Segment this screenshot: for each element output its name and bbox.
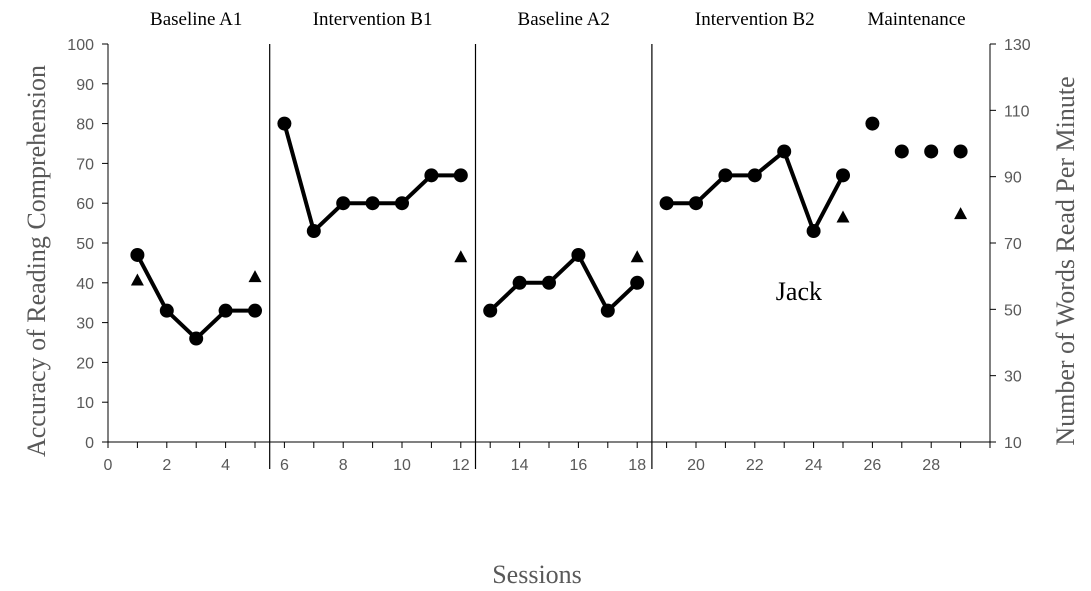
series-layer <box>130 116 968 346</box>
accuracy-line-segment <box>135 254 255 341</box>
accuracy-point <box>836 168 850 183</box>
x-tick-label: 16 <box>570 457 588 474</box>
student-name-annotation: Jack <box>776 277 822 306</box>
phase-label: Maintenance <box>867 9 965 30</box>
phase-layer <box>269 44 653 469</box>
accuracy-point <box>777 144 792 159</box>
x-axis-title: Sessions <box>492 560 582 589</box>
x-tick-label: 24 <box>805 457 823 474</box>
accuracy-point <box>600 303 615 318</box>
accuracy-point <box>806 224 821 239</box>
words-per-minute-point <box>454 250 468 263</box>
accuracy-point <box>630 275 645 290</box>
accuracy-point <box>248 303 262 318</box>
y-left-tick-label: 20 <box>76 355 94 372</box>
y-right-tick-label: 50 <box>1004 302 1022 319</box>
y-left-tick-label: 40 <box>76 276 94 293</box>
phase-label: Baseline A1 <box>150 9 242 30</box>
accuracy-line-segment <box>488 252 639 313</box>
accuracy-point <box>512 275 527 290</box>
x-tick-label: 12 <box>452 457 470 474</box>
axes-layer <box>102 43 996 448</box>
accuracy-point <box>365 196 380 211</box>
accuracy-point <box>747 168 762 183</box>
x-tick-label: 14 <box>511 457 529 474</box>
y-right-tick-label: 30 <box>1004 369 1022 386</box>
accuracy-point <box>306 224 321 239</box>
x-tick-label: 8 <box>339 457 348 474</box>
accuracy-point <box>542 275 556 290</box>
x-tick-label: 28 <box>922 457 940 474</box>
accuracy-point <box>189 331 204 346</box>
y-left-tick-label: 0 <box>85 435 94 452</box>
accuracy-point <box>953 144 968 159</box>
y-right-tick-label: 130 <box>1004 37 1031 54</box>
accuracy-point <box>865 116 880 131</box>
phase-label: Intervention B1 <box>313 9 433 30</box>
words-per-minute-point <box>954 207 968 220</box>
accuracy-point <box>218 303 233 318</box>
accuracy-point <box>571 247 586 262</box>
text-layer: 0 10 20 30 40 50 60 70 80 90 100 10 30 50 70 90 110 130 0 2… <box>22 9 1080 589</box>
y-left-axis-title: Accuracy of Reading Comprehension <box>22 65 51 457</box>
y-left-tick-label: 90 <box>76 77 94 94</box>
accuracy-point <box>689 196 703 211</box>
accuracy-point <box>894 144 909 159</box>
x-tick-label: 0 <box>104 457 113 474</box>
words-per-minute-point <box>630 250 644 263</box>
phase-label: Baseline A2 <box>518 9 610 30</box>
accuracy-line-segment <box>666 149 845 234</box>
y-left-tick-label: 30 <box>76 316 94 333</box>
x-tick-label: 26 <box>864 457 882 474</box>
y-right-tick-label: 90 <box>1004 170 1022 187</box>
x-tick-label: 22 <box>746 457 764 474</box>
y-left-tick-label: 10 <box>76 395 94 412</box>
phase-label: Intervention B2 <box>695 9 815 30</box>
words-per-minute-point <box>248 270 262 283</box>
accuracy-point <box>159 303 174 318</box>
x-tick-label: 18 <box>628 457 646 474</box>
accuracy-point <box>277 116 292 131</box>
y-left-tick-label: 80 <box>76 117 94 134</box>
accuracy-point <box>395 196 409 211</box>
accuracy-point <box>659 196 674 211</box>
y-right-tick-label: 10 <box>1004 435 1022 452</box>
y-right-axis-title: Number of Words Read Per Minute <box>1051 76 1080 445</box>
accuracy-point <box>424 168 439 183</box>
x-tick-label: 20 <box>687 457 705 474</box>
x-tick-label: 4 <box>221 457 230 474</box>
accuracy-point <box>130 247 145 262</box>
y-right-tick-label: 70 <box>1004 236 1022 253</box>
accuracy-point <box>336 196 351 211</box>
accuracy-point <box>453 168 468 183</box>
accuracy-point <box>483 303 498 318</box>
y-right-tick-label: 110 <box>1004 103 1030 120</box>
y-left-tick-label: 70 <box>76 156 94 173</box>
x-tick-label: 10 <box>393 457 411 474</box>
x-tick-label: 6 <box>280 457 289 474</box>
accuracy-point <box>924 144 939 159</box>
words-per-minute-point <box>130 273 144 286</box>
y-left-tick-label: 60 <box>76 196 94 213</box>
x-tick-label: 2 <box>162 457 171 474</box>
accuracy-point <box>718 168 733 183</box>
words-per-minute-point <box>836 210 850 223</box>
y-left-tick-label: 100 <box>67 37 94 54</box>
y-left-tick-label: 50 <box>76 236 94 253</box>
